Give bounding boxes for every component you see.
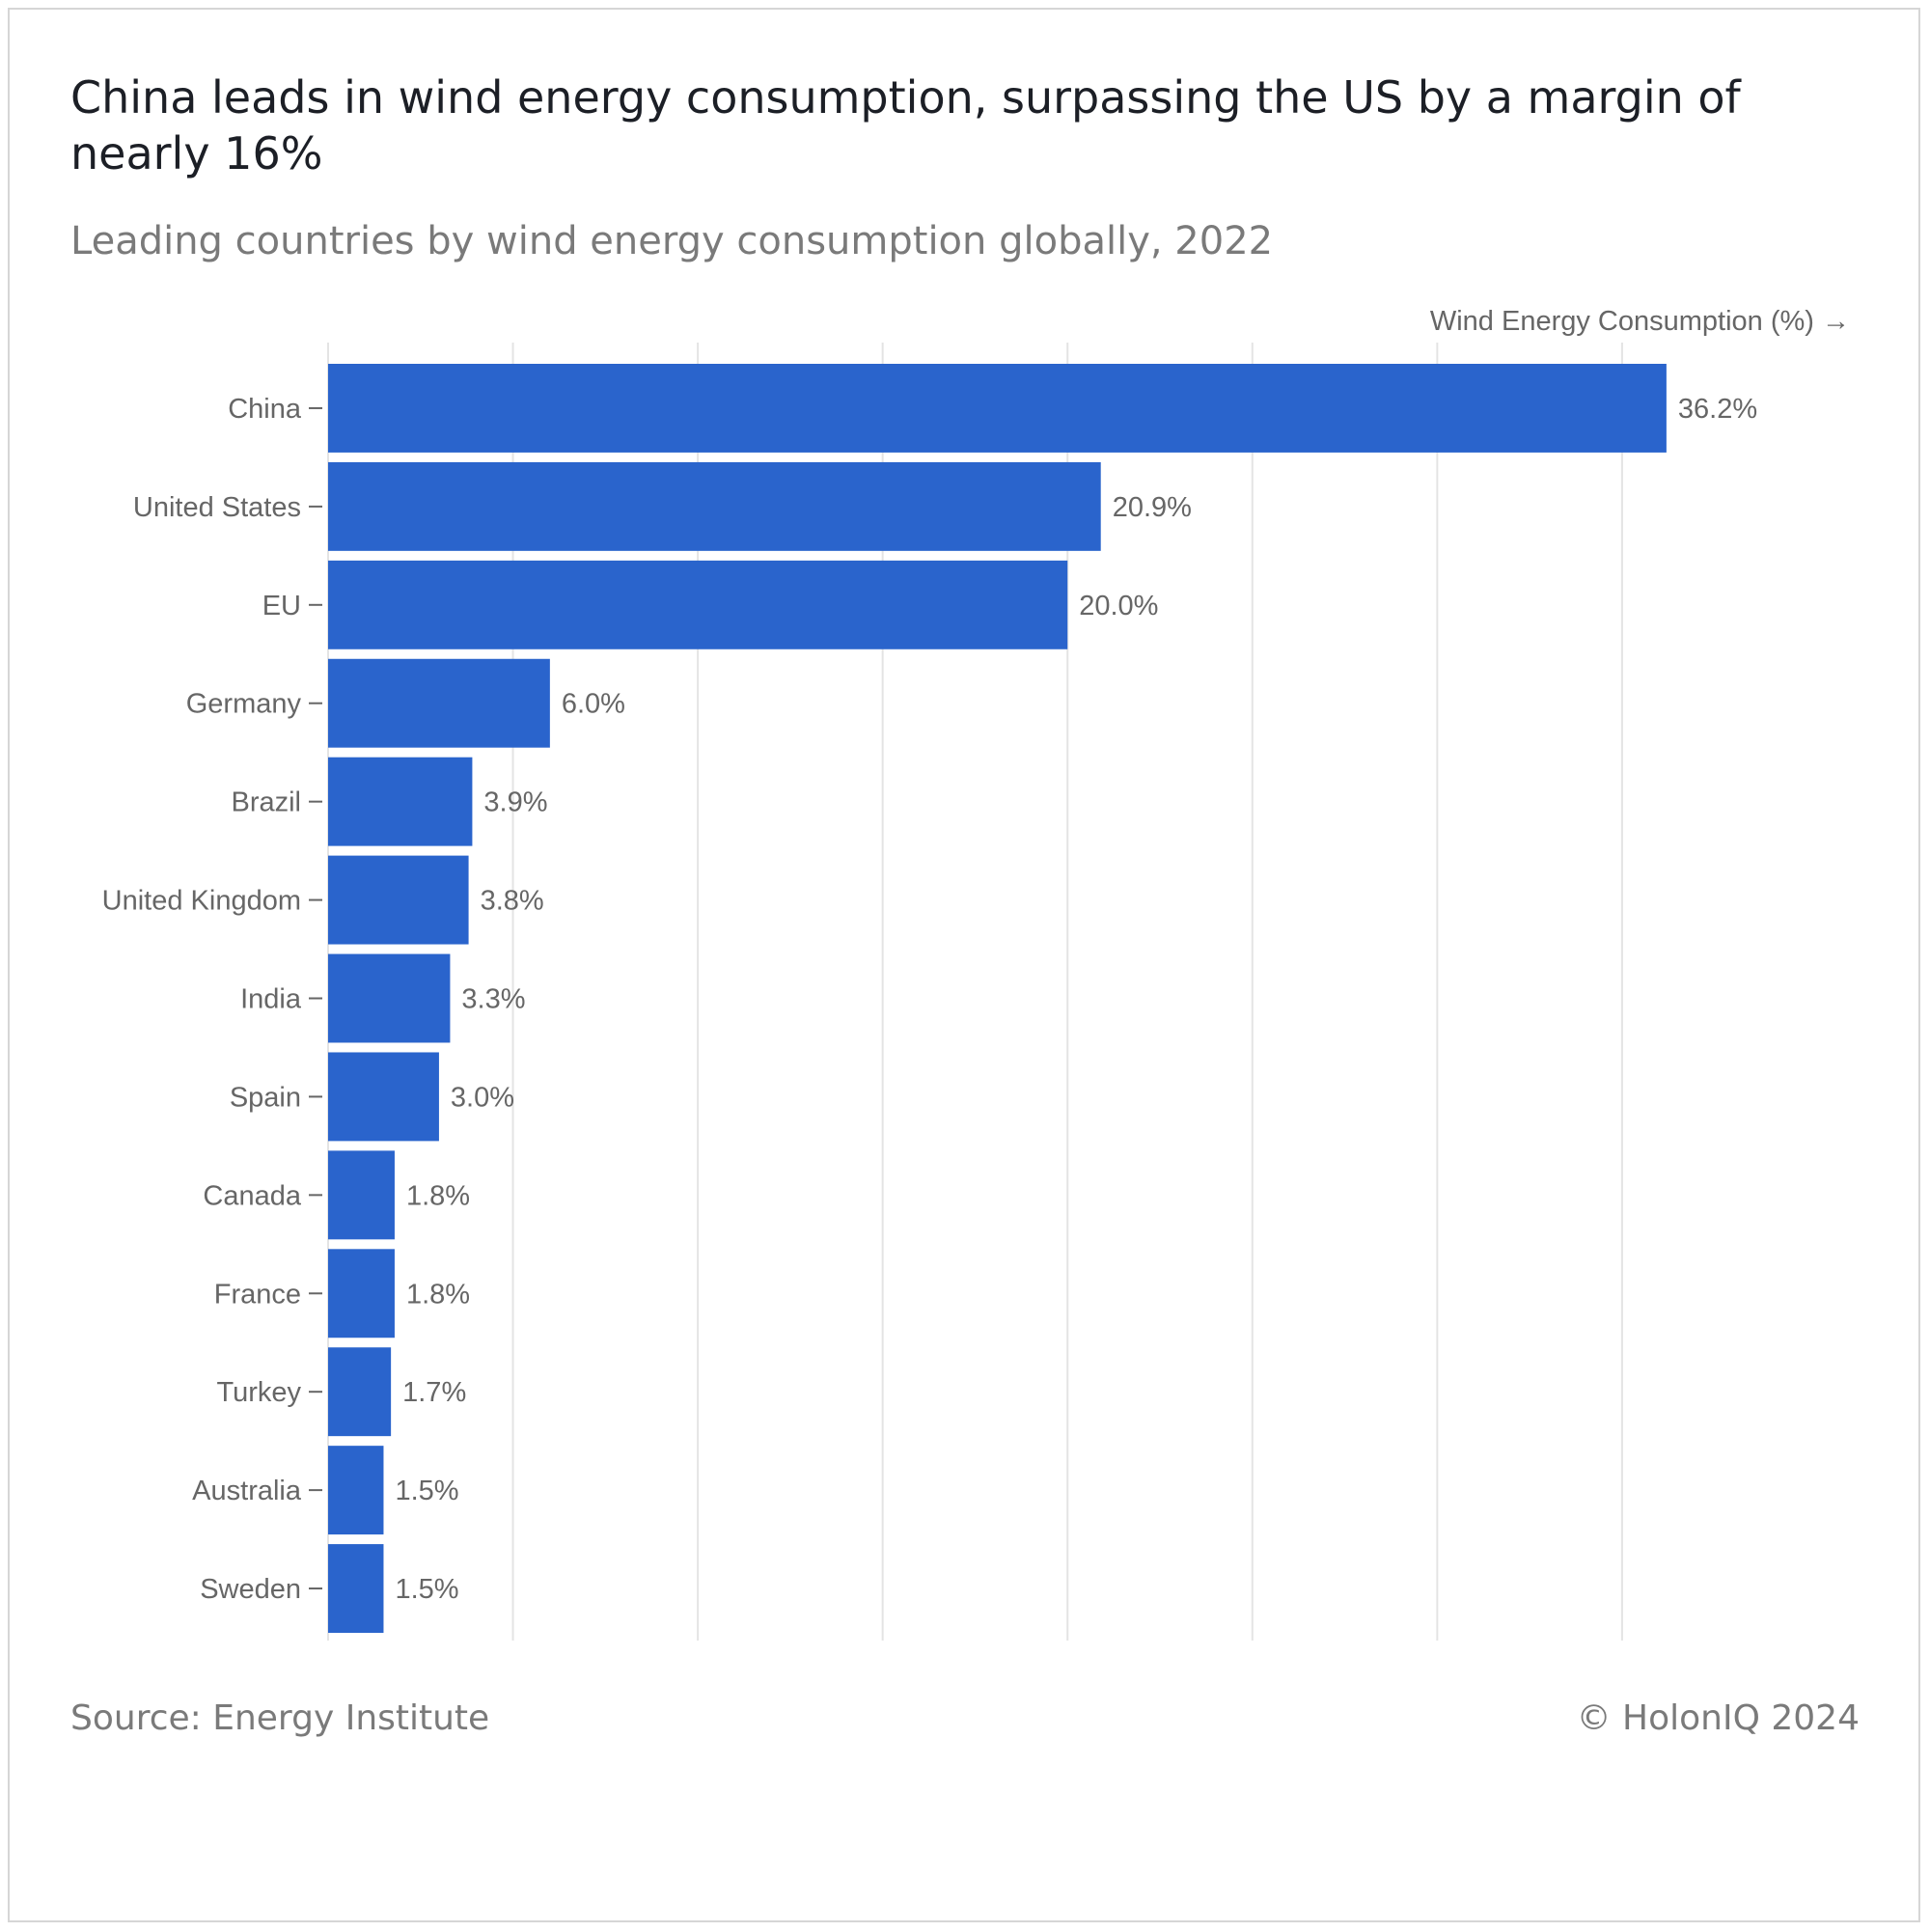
chart-card [8, 8, 1920, 1922]
labels: China 36.2% United States 20.9% EU 20.0% Germa… [102, 394, 1757, 1605]
bar-sweden [328, 1544, 384, 1633]
y-tick-label: Germany [186, 689, 302, 720]
y-tick-label: Australia [192, 1476, 302, 1506]
data-label: 3.9% [483, 787, 547, 818]
y-tick-label: Spain [230, 1082, 301, 1113]
data-label: 1.5% [395, 1476, 458, 1506]
data-label: 36.2% [1678, 394, 1757, 425]
y-tick-label: United Kingdom [102, 886, 301, 917]
bar-canada [328, 1150, 395, 1240]
data-label: 20.0% [1079, 591, 1158, 621]
data-label: 3.8% [481, 886, 544, 917]
data-label: 20.9% [1113, 492, 1192, 523]
y-tick-label: Canada [203, 1180, 301, 1211]
y-tick-label: France [214, 1279, 301, 1310]
bar-united-kingdom [328, 855, 469, 945]
bar-spain [328, 1052, 439, 1142]
data-label: 3.3% [461, 984, 525, 1015]
data-label: 1.7% [402, 1377, 466, 1408]
data-label: 1.8% [406, 1279, 470, 1310]
bar-australia [328, 1446, 384, 1535]
y-tick-label: India [240, 984, 302, 1015]
data-label: 1.8% [406, 1180, 470, 1211]
bar-eu [328, 560, 1068, 649]
y-tick-label: EU [262, 591, 301, 621]
bar-brazil [328, 757, 473, 846]
bar-france [328, 1249, 395, 1339]
x-axis-title: Wind Energy Consumption (%) → [1430, 306, 1850, 337]
y-tick-label: China [228, 394, 302, 425]
bar-germany [328, 658, 550, 748]
y-tick-label: Turkey [216, 1377, 301, 1408]
bars [328, 364, 1667, 1633]
data-label: 1.5% [395, 1574, 458, 1605]
chart-subtitle: Leading countries by wind energy consump… [70, 219, 1274, 263]
copyright-note: © HolonIQ 2024 [1576, 1698, 1860, 1738]
data-label: 3.0% [451, 1082, 514, 1113]
data-label: 6.0% [562, 689, 625, 720]
bar-turkey [328, 1347, 392, 1437]
bar-united-states [328, 461, 1101, 551]
chart-title: China leads in wind energy consumption, … [70, 71, 1741, 179]
y-tick-label: United States [133, 492, 301, 523]
source-note: Source: Energy Institute [70, 1698, 490, 1738]
y-tick-label: Brazil [231, 787, 301, 818]
bar-india [328, 953, 451, 1043]
y-tick-label: Sweden [200, 1574, 301, 1605]
bar-china [328, 364, 1667, 453]
